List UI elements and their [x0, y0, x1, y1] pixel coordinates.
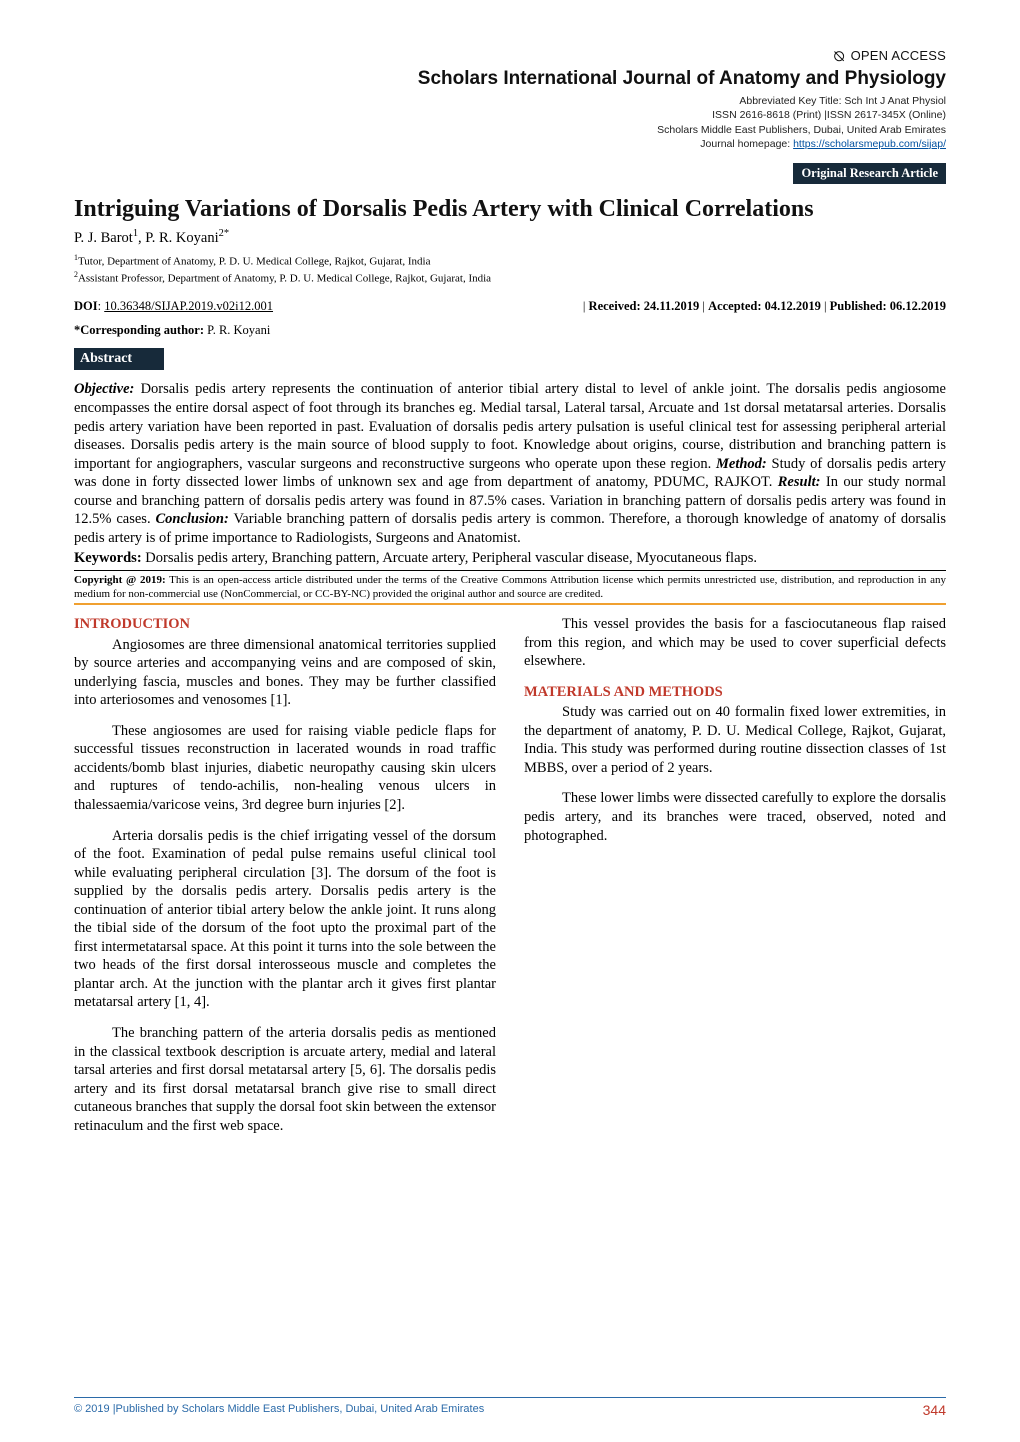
- result-label: Result:: [778, 474, 821, 490]
- author-line: P. J. Barot1, P. R. Koyani2*: [74, 227, 946, 247]
- journal-homepage: Journal homepage: https://scholarsmepub.…: [74, 137, 946, 151]
- copyright-label: Copyright @ 2019:: [74, 574, 166, 586]
- accepted-date: Accepted: 04.12.2019: [708, 299, 821, 313]
- corresponding-label: *Corresponding author:: [74, 323, 204, 337]
- corresponding-author: *Corresponding author: P. R. Koyani: [74, 322, 946, 338]
- open-access-text: OPEN ACCESS: [851, 48, 946, 63]
- copyright-text: This is an open-access article distribut…: [74, 574, 946, 600]
- doi-label: DOI: [74, 299, 98, 313]
- published-date: Published: 06.12.2019: [830, 299, 946, 313]
- journal-abbrev: Abbreviated Key Title: Sch Int J Anat Ph…: [74, 94, 946, 108]
- open-access-icon: ⦰: [833, 48, 844, 66]
- received-date: Received: 24.11.2019: [589, 299, 700, 313]
- section-introduction-heading: INTRODUCTION: [74, 615, 496, 634]
- open-access-line: ⦰ OPEN ACCESS: [74, 48, 946, 66]
- body-columns: INTRODUCTION Angiosomes are three dimens…: [74, 615, 946, 1165]
- doi-dates-row: DOI: 10.36348/SIJAP.2019.v02i12.001 | Re…: [74, 298, 946, 316]
- journal-issn: ISSN 2616-8618 (Print) |ISSN 2617-345X (…: [74, 108, 946, 122]
- methods-p2: These lower limbs were dissected careful…: [524, 789, 946, 845]
- intro-p2: These angiosomes are used for raising vi…: [74, 722, 496, 815]
- homepage-link[interactable]: https://scholarsmepub.com/sijap/: [793, 138, 946, 150]
- journal-meta: Abbreviated Key Title: Sch Int J Anat Ph…: [74, 94, 946, 151]
- affiliations: 1Tutor, Department of Anatomy, P. D. U. …: [74, 253, 946, 286]
- page-number: 344: [923, 1402, 946, 1420]
- conclusion-label: Conclusion:: [155, 511, 228, 527]
- keywords-line: Keywords: Dorsalis pedis artery, Branchi…: [74, 549, 946, 568]
- objective-label: Objective:: [74, 381, 134, 397]
- intro-p1: Angiosomes are three dimensional anatomi…: [74, 636, 496, 710]
- article-title: Intriguing Variations of Dorsalis Pedis …: [74, 194, 946, 225]
- methods-p1: Study was carried out on 40 formalin fix…: [524, 703, 946, 777]
- article-type-badge: Original Research Article: [74, 163, 946, 184]
- abstract-heading: Abstract: [74, 348, 164, 371]
- article-type-text: Original Research Article: [793, 163, 946, 184]
- separator-rule: [74, 603, 946, 605]
- method-label: Method:: [716, 456, 767, 472]
- doi-value: 10.36348/SIJAP.2019.v02i12.001: [104, 299, 273, 313]
- intro-p3: Arteria dorsalis pedis is the chief irri…: [74, 827, 496, 1012]
- corresponding-name: P. R. Koyani: [207, 323, 270, 337]
- abstract-text: Objective: Dorsalis pedis artery represe…: [74, 380, 946, 547]
- keywords-text: Dorsalis pedis artery, Branching pattern…: [142, 550, 757, 566]
- section-methods-heading: MATERIALS AND METHODS: [524, 683, 946, 702]
- affiliation-1: 1Tutor, Department of Anatomy, P. D. U. …: [74, 253, 946, 270]
- homepage-label: Journal homepage:: [700, 138, 793, 150]
- journal-title: Scholars International Journal of Anatom…: [74, 67, 946, 91]
- journal-publisher: Scholars Middle East Publishers, Dubai, …: [74, 123, 946, 137]
- abstract-heading-bar: Abstract: [74, 348, 946, 371]
- keywords-label: Keywords:: [74, 550, 142, 566]
- footer-left: © 2019 |Published by Scholars Middle Eas…: [74, 1402, 484, 1420]
- affiliation-2: 2Assistant Professor, Department of Anat…: [74, 270, 946, 287]
- intro-p4: The branching pattern of the arteria dor…: [74, 1024, 496, 1135]
- copyright-line: Copyright @ 2019: This is an open-access…: [74, 570, 946, 601]
- page-footer: © 2019 |Published by Scholars Middle Eas…: [74, 1397, 946, 1420]
- intro-p5: This vessel provides the basis for a fas…: [524, 615, 946, 671]
